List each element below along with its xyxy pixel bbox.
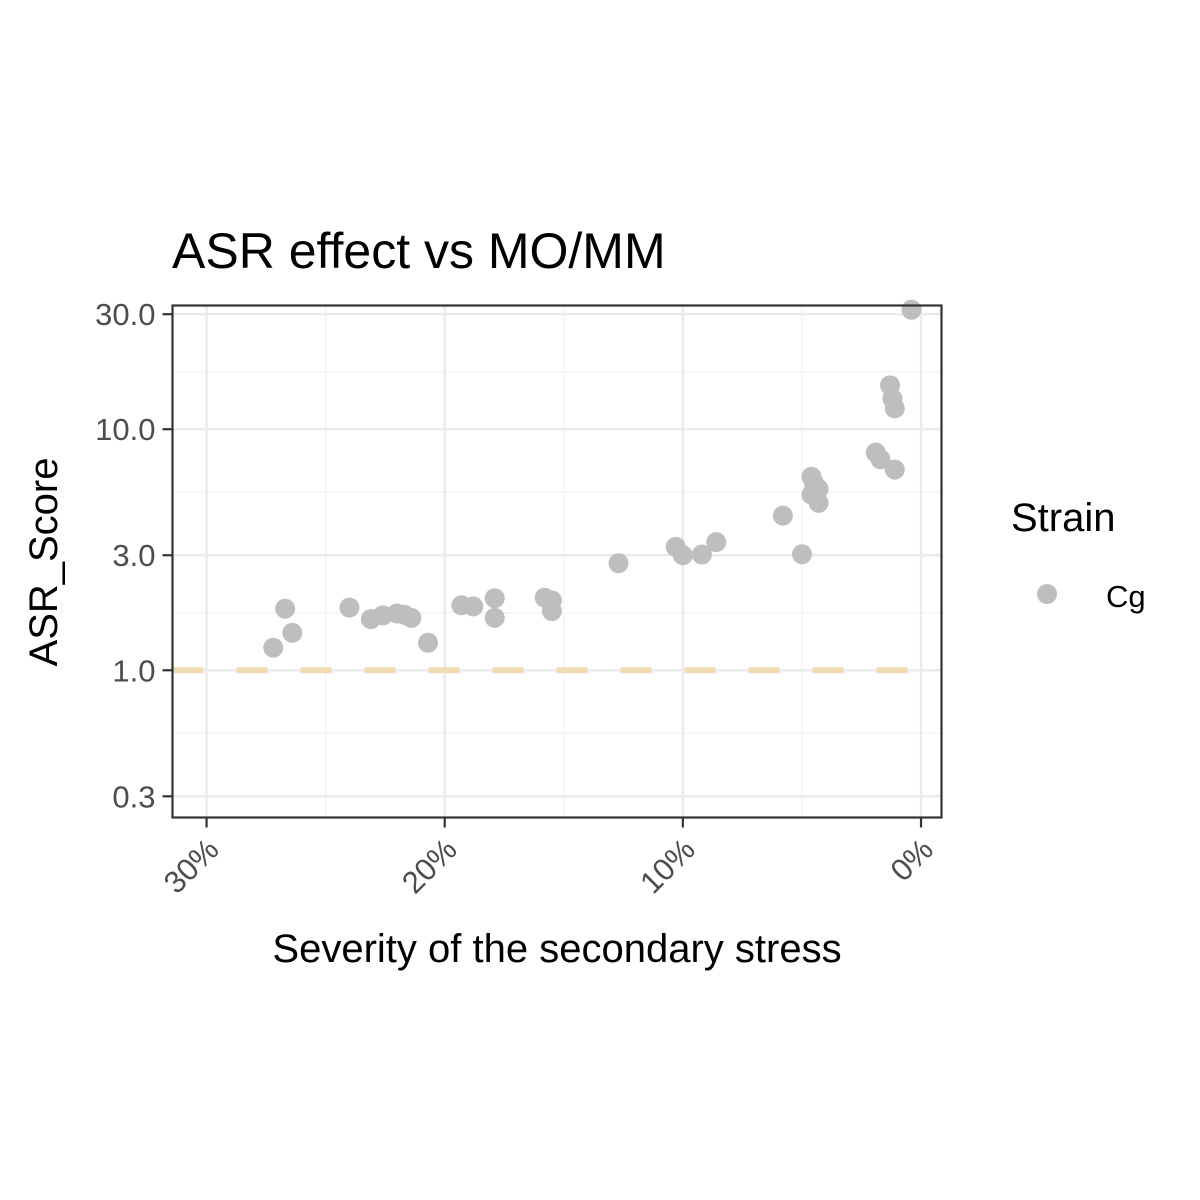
data-point bbox=[672, 545, 693, 566]
data-point bbox=[772, 505, 793, 526]
x-tick-label: 0% bbox=[884, 832, 940, 888]
legend-key-cg bbox=[1037, 584, 1057, 604]
x-axis-title: Severity of the secondary stress bbox=[272, 927, 841, 971]
y-axis-title: ASR_Score bbox=[22, 458, 66, 667]
data-point bbox=[339, 597, 360, 618]
legend-title: Strain bbox=[1011, 496, 1116, 540]
y-tick-label: 0.3 bbox=[112, 779, 155, 814]
data-point bbox=[541, 601, 562, 622]
data-point bbox=[484, 607, 505, 628]
data-point bbox=[870, 449, 891, 470]
data-point bbox=[401, 607, 422, 628]
x-tick-label: 20% bbox=[395, 832, 464, 901]
data-point bbox=[608, 553, 629, 574]
data-point bbox=[691, 544, 712, 565]
y-tick-label: 10.0 bbox=[95, 412, 155, 447]
data-points bbox=[263, 299, 922, 658]
data-point bbox=[808, 492, 829, 513]
data-point bbox=[275, 598, 296, 619]
y-tick-label: 1.0 bbox=[112, 653, 155, 688]
plot-border bbox=[171, 304, 943, 819]
y-tick-label: 30.0 bbox=[95, 297, 155, 332]
data-point bbox=[706, 532, 727, 553]
legend-label-cg: Cg bbox=[1106, 579, 1146, 614]
data-point bbox=[484, 588, 505, 609]
data-point bbox=[263, 637, 284, 658]
data-point bbox=[418, 632, 439, 653]
x-tick-label: 10% bbox=[633, 832, 702, 901]
data-point bbox=[282, 622, 303, 643]
data-point bbox=[884, 459, 905, 480]
chart-title: ASR effect vs MO/MM bbox=[172, 223, 666, 279]
plot-panel bbox=[171, 299, 943, 819]
data-point bbox=[901, 299, 922, 320]
data-point bbox=[463, 596, 484, 617]
data-point bbox=[791, 544, 812, 565]
x-axis: 30% 20% 10% 0% bbox=[157, 817, 940, 901]
data-point bbox=[884, 398, 905, 419]
plot-background bbox=[172, 305, 942, 818]
legend: Strain Cg bbox=[1011, 496, 1146, 614]
x-tick-label: 30% bbox=[157, 832, 226, 901]
y-tick-label: 3.0 bbox=[112, 538, 155, 573]
y-axis: 0.3 1.0 3.0 10.0 30.0 bbox=[95, 297, 173, 814]
data-point bbox=[808, 478, 829, 499]
